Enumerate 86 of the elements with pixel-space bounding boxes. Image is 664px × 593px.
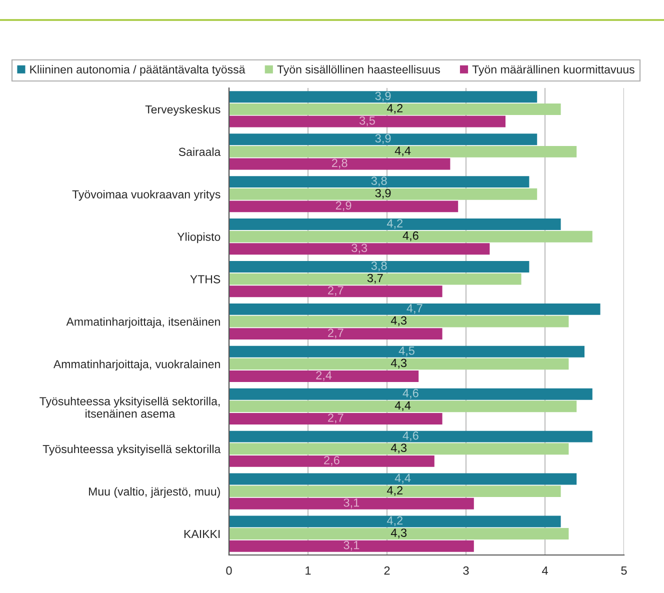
bar — [229, 273, 522, 285]
data-label: 4,5 — [398, 346, 414, 356]
data-label: 4,3 — [390, 444, 407, 454]
x-tick-label: 0 — [226, 566, 232, 575]
bar — [229, 358, 569, 370]
y-tick-label: Ammatinharjoittaja, vuokralainen — [53, 360, 220, 371]
bar — [229, 261, 530, 272]
data-label: 2,7 — [328, 414, 344, 424]
bar — [229, 328, 442, 340]
data-label: 4,2 — [386, 104, 403, 114]
bar — [229, 412, 442, 424]
bar — [229, 473, 577, 485]
data-label: 4,6 — [402, 231, 418, 242]
legend-label: Kliininen autonomia / päätäntävalta työssä — [30, 65, 246, 76]
data-label: 3,3 — [352, 244, 368, 254]
bar — [229, 540, 474, 552]
bar — [229, 286, 442, 298]
data-label: 3,8 — [371, 176, 387, 186]
bar — [229, 400, 577, 412]
data-label: 2,7 — [328, 286, 344, 296]
bar — [229, 188, 538, 200]
y-tick-label: Terveyskeskus — [145, 105, 220, 116]
data-label: 3,9 — [375, 134, 391, 144]
bar — [229, 218, 561, 230]
data-label: 2,6 — [324, 456, 340, 466]
bar — [229, 91, 538, 103]
data-label: 3,9 — [375, 188, 391, 199]
data-label: 2,8 — [332, 158, 348, 169]
bar — [229, 158, 450, 170]
bar — [229, 346, 584, 358]
bar — [229, 200, 458, 212]
bar — [229, 116, 506, 128]
data-label: 4,7 — [406, 304, 422, 314]
y-tick-label: KAIKKI — [184, 530, 220, 538]
y-tick-label: Työsuhteessa yksityisellä sektorilla — [42, 444, 221, 456]
bar — [229, 316, 569, 328]
x-tick-label: 3 — [463, 566, 469, 575]
data-label: 2,9 — [336, 201, 352, 212]
data-label: 4,3 — [390, 316, 407, 326]
y-tick-label: Muu (valtio, järjestö, muu) — [89, 487, 220, 498]
data-label: 4,2 — [386, 219, 403, 229]
legend-label: Työn määrällinen kuormittavuus — [472, 65, 634, 76]
bar — [229, 230, 592, 242]
bar — [229, 146, 577, 158]
bar — [229, 370, 419, 382]
legend-label: Työn sisällöllinen haasteellisuus — [277, 65, 440, 76]
bar — [229, 388, 592, 400]
data-label: 4,2 — [386, 486, 403, 496]
bar — [229, 516, 561, 528]
data-label: 4,6 — [402, 388, 418, 399]
data-label: 4,4 — [394, 146, 411, 156]
data-label: 4,2 — [386, 516, 403, 526]
data-label: 2,7 — [328, 328, 344, 338]
data-label: 4,4 — [394, 474, 411, 484]
data-label: 3,1 — [344, 540, 360, 551]
bar — [229, 498, 474, 510]
data-label: 2,4 — [316, 371, 332, 381]
y-tick-label: Työvoimaa vuokraavan yritys — [72, 190, 220, 201]
bar — [229, 134, 538, 146]
bar — [229, 443, 569, 455]
data-label: 3,7 — [367, 274, 383, 284]
bar — [229, 176, 530, 188]
data-label: 4,3 — [390, 358, 407, 369]
y-tick-label: YTHS — [190, 275, 220, 284]
data-label: 3,1 — [344, 498, 360, 508]
data-label: 3,8 — [371, 262, 387, 272]
data-label: 3,5 — [359, 116, 375, 126]
x-tick-label: 5 — [621, 566, 627, 575]
data-label: 4,4 — [394, 401, 411, 411]
bar — [229, 103, 561, 115]
data-label: 3,9 — [375, 92, 391, 102]
x-tick-label: 4 — [542, 566, 548, 575]
bar — [229, 486, 561, 498]
y-tick-label: Sairaala — [178, 148, 221, 156]
x-tick-label: 2 — [384, 566, 390, 575]
y-tick-label: Ammatinharjoittaja, itsenäinen — [66, 317, 220, 328]
y-tick-label: Yliopisto — [177, 232, 220, 244]
bar — [229, 303, 600, 315]
x-tick-label: 1 — [306, 566, 311, 575]
bar — [229, 455, 434, 467]
bar — [229, 243, 490, 255]
y-tick-label: Työsuhteessa yksityisellä sektorilla, itsenäinen asema — [40, 396, 220, 418]
data-label: 4,6 — [402, 431, 418, 442]
bar — [229, 430, 592, 442]
data-label: 4,3 — [390, 528, 407, 538]
bar — [229, 528, 569, 540]
